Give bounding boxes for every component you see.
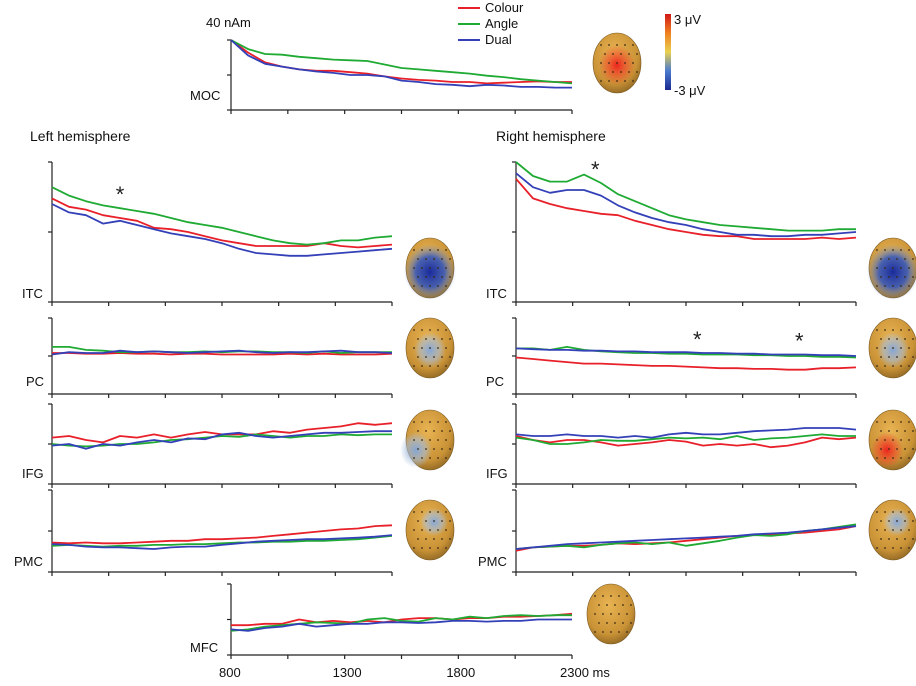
series-line-angle [515,161,856,232]
scale-label: 40 nAm [206,15,251,30]
legend-label-angle: Angle [485,16,518,31]
series-line-dual [515,427,857,439]
series-line-dual [51,534,393,550]
region-label-ifg-left: IFG [22,466,44,481]
region-label-itc-right: ITC [486,286,507,301]
topography-head-pc-left [405,317,455,379]
series-line-angle [230,39,573,85]
legend-label-colour: Colour [485,0,524,15]
region-label-itc-left: ITC [22,286,43,301]
series-line-colour [51,197,393,249]
series-line-colour [230,39,572,85]
topography-head-pmc-right [868,499,916,561]
panel-ifg-left: IFG [22,403,393,488]
x-tick-label: 2300 ms [560,665,610,680]
panel-pc-right: PC [486,317,857,398]
topography-head-pc-right [868,317,916,379]
series-line-colour [515,356,857,371]
x-tick-label: 1300 [333,665,362,680]
panel-ifg-right: IFG [486,403,857,488]
region-label-ifg-right: IFG [486,466,508,481]
topography-head-ifg-left [400,409,455,471]
series-line-angle [515,433,856,445]
x-axis: 800 1300 1800 2300 ms [219,665,610,680]
region-label-moc: MOC [190,88,220,103]
topography-head-pmc-left [405,499,455,561]
topography-head-itc-right [867,237,916,300]
panel-pc-left: PC [26,317,393,398]
series-line-dual [51,203,393,257]
x-tick-label: 1800 [446,665,475,680]
series-line-dual [515,172,857,238]
panel-itc-left: ITC [22,161,393,306]
legend-label-dual: Dual [485,32,512,47]
series-line-dual [230,618,572,632]
panel-moc: MOC [190,39,573,114]
right-hemisphere-title: Right hemisphere [496,128,606,144]
series-line-angle [516,345,857,359]
topography-head-itc-left [404,237,456,300]
topography-head-ifg-right [868,409,916,471]
significance-marker: * [693,327,702,352]
region-label-pc-right: PC [486,374,504,389]
series-line-colour [515,178,857,240]
significance-marker: * [116,182,125,207]
panels: MOC ITC ITC PC PC IFG IFG PMC PMC MFC * * * * [14,39,857,659]
series-line-angle [51,535,393,548]
colorbar-max-label: 3 μV [674,12,701,27]
region-label-pmc-left: PMC [14,554,43,569]
series-line-dual [515,347,857,357]
series-line-dual [51,430,392,450]
series-line-angle [51,186,393,246]
panel-itc-right: ITC [486,161,857,306]
panel-pmc-left: PMC [14,489,393,576]
colorbar-min-label: -3 μV [674,83,706,98]
series-line-dual [230,39,572,89]
series-line-angle [230,614,572,632]
series-line-colour [52,352,393,356]
series-line-dual [515,525,857,550]
series-line-colour [231,612,573,627]
topography-maps [400,32,916,645]
significance-marker: * [795,328,804,353]
left-hemisphere-title: Left hemisphere [30,128,131,144]
topography-head-mfc [586,583,636,645]
topography-head-moc [592,32,642,94]
panel-mfc: MFC [190,583,573,659]
series-line-colour [51,524,393,545]
region-label-pc-left: PC [26,374,44,389]
colorbar [665,14,671,90]
region-label-pmc-right: PMC [478,554,507,569]
series-line-angle [515,523,857,550]
series-line-colour [515,435,857,449]
panel-pmc-right: PMC [478,489,857,576]
region-label-mfc: MFC [190,640,218,655]
significance-marker: * [591,157,600,182]
series-line-dual [51,349,393,356]
x-tick-label: 800 [219,665,241,680]
